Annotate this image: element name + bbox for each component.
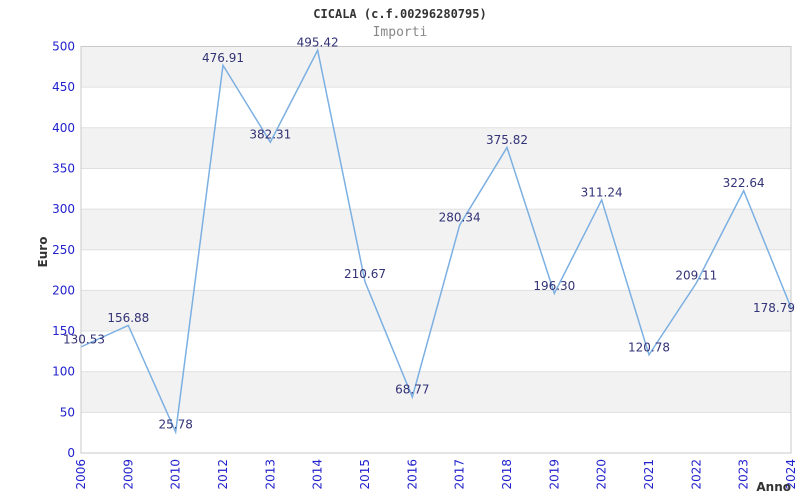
x-tick-label: 2010 bbox=[169, 459, 183, 490]
point-value-label: 130.53 bbox=[63, 332, 105, 346]
background-band bbox=[81, 371, 791, 413]
x-tick-label: 2017 bbox=[453, 459, 467, 490]
x-tick-label: 2020 bbox=[595, 459, 609, 490]
data-line bbox=[80, 47, 792, 435]
y-tick-label: 0 bbox=[67, 446, 75, 460]
x-axis-title: Anno bbox=[756, 480, 791, 494]
point-value-label: 68.77 bbox=[395, 383, 429, 397]
chart-subtitle: Importi bbox=[372, 25, 428, 40]
x-tick-label: 2023 bbox=[737, 459, 751, 490]
y-tick-label: 150 bbox=[52, 324, 75, 338]
y-tick-label: 200 bbox=[52, 283, 75, 297]
point-value-label: 156.88 bbox=[107, 311, 149, 325]
y-tick-label: 350 bbox=[52, 161, 75, 175]
x-tick-label: 2009 bbox=[121, 459, 135, 490]
y-tick-label: 400 bbox=[52, 121, 75, 135]
point-value-label: 196.30 bbox=[533, 279, 575, 293]
x-tick-label: 2006 bbox=[74, 459, 88, 490]
background-band bbox=[81, 209, 791, 250]
x-tick-label: 2016 bbox=[405, 459, 419, 490]
x-tick-label: 2021 bbox=[642, 459, 656, 490]
point-value-label: 322.64 bbox=[723, 176, 765, 190]
y-tick-label: 450 bbox=[52, 80, 75, 94]
point-value-label: 375.82 bbox=[486, 133, 528, 147]
y-tick-label: 300 bbox=[52, 202, 75, 216]
y-axis-tick-labels: 0 50 100 150 200 250 300 350 400 450 500 bbox=[52, 40, 75, 461]
x-tick-label: 2015 bbox=[358, 459, 372, 490]
x-axis-tick-labels: 2006 2009 2010 2012 2013 2014 2015 2016 2017 2018… bbox=[74, 459, 798, 490]
point-value-label: 178.79 bbox=[753, 301, 795, 315]
point-value-label: 209.11 bbox=[675, 268, 717, 282]
x-tick-label: 2012 bbox=[216, 459, 230, 490]
x-tick-label: 2014 bbox=[311, 459, 325, 490]
y-axis-title: Euro bbox=[36, 237, 50, 268]
background-band bbox=[81, 127, 791, 169]
y-tick-label: 100 bbox=[52, 365, 75, 379]
point-value-label: 311.24 bbox=[581, 185, 623, 199]
point-value-label: 280.34 bbox=[439, 211, 481, 225]
background-band bbox=[81, 46, 791, 88]
point-value-label: 25.78 bbox=[158, 418, 192, 432]
x-tick-label: 2013 bbox=[263, 459, 277, 490]
chart-title: CICALA (c.f.00296280795) bbox=[313, 7, 487, 21]
x-tick-label: 2022 bbox=[689, 459, 703, 490]
point-value-label: 210.67 bbox=[344, 267, 386, 281]
y-tick-label: 50 bbox=[60, 405, 75, 419]
plot-border bbox=[80, 46, 792, 454]
plot-background-bands bbox=[81, 46, 791, 413]
point-value-label: 476.91 bbox=[202, 51, 244, 65]
x-tick-label: 2024 bbox=[784, 459, 798, 490]
point-value-label: 120.78 bbox=[628, 340, 670, 354]
y-tick-label: 250 bbox=[52, 243, 75, 257]
point-value-label: 495.42 bbox=[297, 36, 339, 50]
point-value-label: 382.31 bbox=[249, 128, 291, 142]
x-tick-label: 2019 bbox=[547, 459, 561, 490]
y-tick-label: 500 bbox=[52, 40, 75, 54]
x-tick-label: 2018 bbox=[500, 459, 514, 490]
